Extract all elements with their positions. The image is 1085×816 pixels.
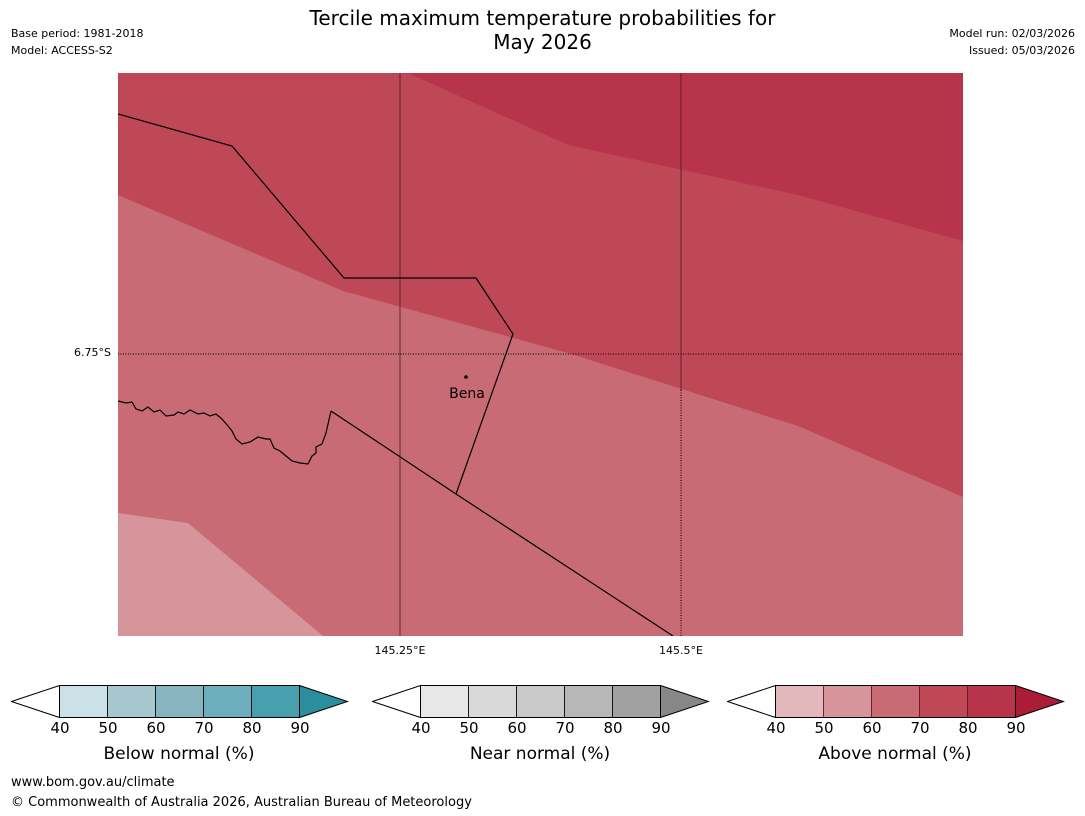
colorbar-near-segment [468,685,517,718]
colorbar-near-segment [612,685,661,718]
colorbar-above-title: Above normal (%) [818,744,972,764]
title-line-2: May 2026 [493,30,592,54]
colorbar-near-tick-label: 40 [411,719,431,737]
colorbar-below-extend-low [11,685,60,719]
colorbar-near [372,685,710,719]
page-title: Tercile maximum temperature probabilitie… [0,6,1085,54]
colorbar-above-tick-label: 70 [910,719,930,737]
colorbar-below-segment [203,685,252,718]
colorbar-above-frame [775,685,1016,718]
colorbar-below-tick-label: 60 [146,719,166,737]
colorbar-below-tick-label: 40 [50,719,70,737]
map-band-50-60 [118,513,323,636]
colorbar-near-extend-low [372,685,421,719]
colorbar-above-segment [823,685,872,718]
title-line-1: Tercile maximum temperature probabilitie… [309,6,776,30]
colorbar-above-tick-label: 80 [958,719,978,737]
colorbar-below-tick-label: 50 [98,719,118,737]
map-band-80-90 [408,73,963,241]
colorbar-below-tick-label: 70 [194,719,214,737]
colorbar-above-tick-label: 60 [862,719,882,737]
colorbar-near-segment [564,685,613,718]
lon-label-145-5: 145.5°E [659,644,703,657]
colorbar-below-segment [251,685,300,718]
map-area[interactable] [118,73,963,636]
colorbar-above [727,685,1065,719]
colorbar-below-segment [59,685,108,718]
colorbar-below-tick-label: 80 [242,719,262,737]
colorbar-below-segment [107,685,156,718]
colorbar-near-segment [420,685,469,718]
colorbar-near-tick-label: 90 [651,719,671,737]
colorbar-above-tick-label: 90 [1006,719,1026,737]
province-border-north [118,113,514,495]
colorbar-below-segment [155,685,204,718]
footer-url[interactable]: www.bom.gov.au/climate [11,775,175,790]
footer-copyright: © Commonwealth of Australia 2026, Austra… [11,795,472,810]
colorbar-near-extend-high [660,685,710,719]
river-border [118,400,332,465]
colorbar-below-title: Below normal (%) [103,744,255,764]
colorbar-below-tick-label: 90 [290,719,310,737]
model-run-label: Model run: 02/03/2026 [949,27,1075,40]
colorbar-above-tick-label: 40 [766,719,786,737]
colorbar-above-extend-low [727,685,776,719]
colorbar-above-segment [967,685,1016,718]
colorbar-near-tick-label: 80 [603,719,623,737]
colorbar-above-segment [919,685,968,718]
lat-label: 6.75°S [74,346,111,359]
colorbar-below [11,685,349,719]
lon-label-145-25: 145.25°E [374,644,426,657]
map-svg [118,73,963,636]
colorbar-near-frame [420,685,661,718]
colorbar-above-segment [871,685,920,718]
colorbar-below-extend-high [299,685,349,719]
colorbar-above-extend-high [1015,685,1065,719]
colorbar-above-segment [775,685,824,718]
province-border-south [330,410,674,636]
colorbar-above-tick-label: 50 [814,719,834,737]
base-period-label: Base period: 1981-2018 [11,27,144,40]
model-label: Model: ACCESS-S2 [11,44,113,57]
town-label-bena: Bena [449,386,485,402]
issued-label: Issued: 05/03/2026 [968,44,1075,57]
colorbar-near-title: Near normal (%) [469,744,611,764]
colorbar-near-segment [516,685,565,718]
colorbar-below-frame [59,685,300,718]
town-marker-bena [464,375,468,379]
colorbar-near-tick-label: 70 [555,719,575,737]
colorbar-near-tick-label: 60 [507,719,527,737]
colorbar-near-tick-label: 50 [459,719,479,737]
